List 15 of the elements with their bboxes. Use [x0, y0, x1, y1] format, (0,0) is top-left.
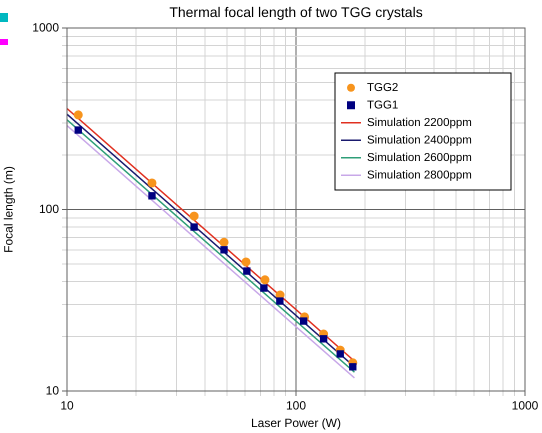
y-tick-label: 10 — [46, 383, 60, 398]
legend-label: Simulation 2400ppm — [367, 134, 472, 146]
y-tick-label: 1000 — [32, 20, 60, 34]
y-tick-label: 100 — [38, 202, 60, 216]
legend-label: TGG2 — [367, 82, 398, 94]
legend-label: Simulation 2600ppm — [367, 152, 472, 164]
legend-label: Simulation 2800ppm — [367, 169, 472, 182]
x-tick-label: 1000 — [512, 398, 539, 413]
legend-label: Simulation 2200ppm — [367, 116, 472, 129]
y-axis-title: Focal length (m) — [2, 166, 16, 253]
chart-title: Thermal focal length of two TGG crystals — [169, 4, 423, 20]
x-tick-label: 100 — [286, 398, 306, 413]
legend-label: TGG1 — [367, 99, 398, 112]
x-tick-label: 10 — [60, 398, 74, 413]
x-axis-title: Laser Power (W) — [250, 416, 342, 430]
